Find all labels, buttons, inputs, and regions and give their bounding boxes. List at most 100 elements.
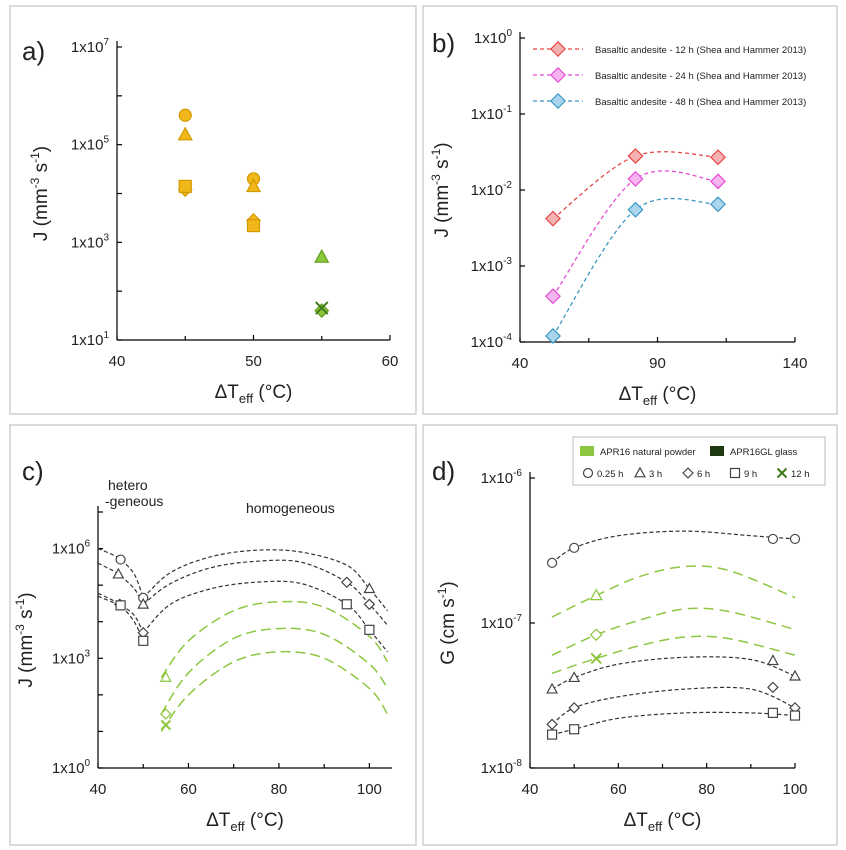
panel-d-axes: 1x10-8 1x10-7 1x10-6 40 60 80 100 ΔTeff (°C) G (… (435, 468, 808, 834)
data-point-green-triangle (589, 588, 603, 601)
legend-marker-diamond (682, 467, 694, 479)
green-fit-curve (160, 600, 389, 678)
black-fit-curve (551, 656, 796, 690)
panel-d-frame (422, 424, 838, 846)
y-axis-label: G (cm s-1) (435, 581, 459, 665)
legend-label: Basaltic andesite - 48 h (Shea and Hamme… (595, 97, 806, 108)
x-tick-label: 50 (245, 353, 262, 370)
legend-marker-circle (582, 467, 594, 479)
panel-c-axes: 1x100 1x103 1x106 40 60 80 100 ΔTeff (°C) J (mm-… (13, 506, 392, 834)
legend-marker-x (776, 467, 788, 479)
x-tick-label: 60 (180, 781, 197, 798)
data-point-circle (115, 554, 126, 565)
annotation-homogeneous: homogeneous (246, 500, 335, 516)
y-tick-label: 1x10-1 (471, 104, 513, 123)
legend-marker-label: 9 h (744, 469, 757, 480)
panel-d-letter: d) (432, 456, 455, 486)
data-point-square (546, 729, 558, 740)
data-point-square (115, 600, 126, 611)
panel-d-legend: APR16 natural powder APR16GL glass 0.25 … (572, 436, 826, 486)
legend-label-glass: APR16GL glass (730, 447, 797, 458)
legend-swatch-natural-powder (580, 446, 594, 456)
panel-a-axes: 1x101 1x103 1x105 1x107 40 50 60 ΔTeff (°C) J (m… (28, 37, 398, 406)
y-tick-label: 1x100 (52, 758, 91, 777)
y-tick-label: 1x10-2 (471, 180, 513, 199)
x-tick-label: 40 (90, 781, 107, 798)
series-line (552, 197, 719, 337)
green-fit-curve (551, 607, 796, 656)
data-point-circle (569, 542, 580, 553)
hetero-fit-curve (98, 592, 144, 633)
data-point-triangle (568, 671, 581, 683)
data-point-green-diamond (160, 708, 172, 720)
x-tick-label: 90 (649, 355, 666, 372)
plots-layer: 1x101 1x103 1x105 1x107 40 50 60 ΔTeff (°C) J (m… (13, 28, 808, 834)
legend-label: Basaltic andesite - 24 h (Shea and Hamme… (595, 71, 806, 82)
x-tick-label: 40 (522, 781, 539, 798)
legend-label: Basaltic andesite - 12 h (Shea and Hamme… (595, 45, 806, 56)
data-point-diamond (340, 576, 353, 589)
data-point-diamond (767, 681, 779, 694)
legend-marker-square (729, 467, 741, 479)
y-tick-label: 1x103 (71, 232, 110, 251)
panel-a-letter: a) (22, 36, 45, 66)
hetero-fit-curve (98, 595, 144, 642)
y-tick-label: 1x10-8 (481, 758, 523, 777)
legend-marker-row: 0.25 h 3 h 6 h 9 h 12 h (582, 466, 810, 480)
data-point-diamond (568, 702, 580, 714)
y-tick-label: 1x10-6 (481, 468, 523, 487)
y-tick-label: 1x106 (52, 539, 91, 558)
data-point-square (767, 707, 779, 718)
legend-swatch-glass (710, 446, 724, 456)
data-point-triangle (789, 669, 801, 681)
x-tick-label: 60 (610, 781, 627, 798)
x-tick-label: 100 (357, 781, 382, 798)
x-tick-label: 80 (698, 781, 715, 798)
data-point-diamond (545, 327, 561, 344)
y-tick-label: 1x10-7 (481, 613, 523, 632)
x-tick-label: 40 (109, 353, 126, 370)
series-line (552, 170, 719, 297)
data-point-circle (767, 533, 779, 545)
x-tick-label: 80 (271, 781, 288, 798)
data-point-green-triangle (159, 670, 172, 682)
data-point-diamond (314, 303, 330, 319)
x-axis-label: ΔTeff (°C) (624, 810, 702, 834)
y-tick-label: 1x107 (71, 37, 110, 56)
y-axis-label: J (mm-3 s-1) (429, 142, 453, 237)
data-point-green-diamond (589, 628, 603, 642)
annotation-geneous: -geneous (105, 493, 163, 509)
data-point-triangle (314, 248, 330, 263)
green-fit-curve (551, 565, 796, 618)
data-point-square (341, 599, 352, 610)
green-fit-curve (160, 627, 389, 715)
data-point-triangle (137, 597, 150, 609)
y-tick-label: 1x101 (71, 330, 110, 349)
legend-marker-label: 6 h (697, 469, 710, 480)
legend-marker-label: 0.25 h (597, 469, 623, 480)
x-axis-label: ΔTeff (°C) (215, 382, 293, 406)
hetero-fit-curve (98, 548, 144, 599)
data-point-diamond (546, 718, 558, 731)
data-point-circle (789, 533, 801, 545)
x-tick-label: 40 (512, 355, 529, 372)
y-axis-label: J (mm-3 s-1) (13, 592, 37, 687)
legend-label-natural-powder: APR16 natural powder (600, 447, 696, 458)
data-point-square (246, 219, 261, 233)
green-fit-curve (160, 650, 389, 732)
data-point-diamond (710, 196, 726, 213)
data-point-green-x (160, 719, 172, 731)
data-point-triangle (112, 567, 125, 579)
data-point-diamond (545, 288, 561, 305)
y-tick-label: 1x105 (71, 135, 110, 154)
panel-b-letter: b) (432, 28, 455, 58)
x-axis-label: ΔTeff (°C) (619, 384, 697, 408)
legend-marker (550, 93, 566, 109)
data-point-green-x (590, 652, 602, 665)
x-axis-label: ΔTeff (°C) (206, 810, 284, 834)
x-tick-label: 60 (382, 353, 399, 370)
x-tick-label: 100 (782, 781, 807, 798)
data-point-triangle (245, 178, 262, 193)
data-point-diamond (627, 148, 644, 165)
